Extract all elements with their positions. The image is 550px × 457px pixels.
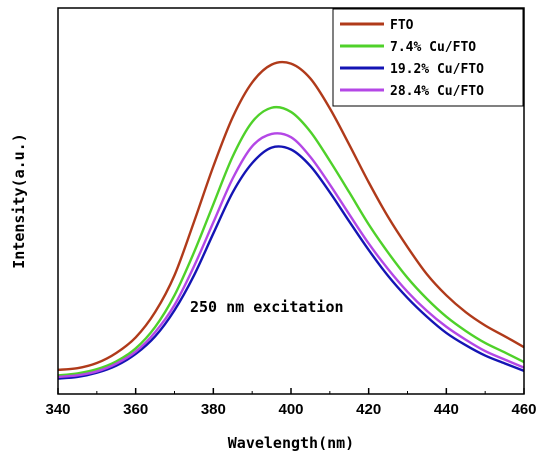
series-line-2 (57, 145, 525, 380)
x-axis-ticks: 340 360 380 400 420 440 460 (45, 388, 537, 418)
x-tick-label: 460 (511, 401, 536, 418)
series-line-1 (57, 105, 525, 377)
x-tick-label: 420 (356, 401, 381, 418)
x-tick-label: 400 (278, 401, 303, 418)
x-axis-title: Wavelength(nm) (228, 434, 354, 452)
legend-label-3: 28.4% Cu/FTO (390, 84, 484, 99)
series-line-3 (57, 132, 525, 379)
x-tick-label: 360 (123, 401, 148, 418)
x-tick-label: 380 (201, 401, 226, 418)
series-line-0 (57, 60, 525, 372)
legend-label-0: FTO (390, 18, 414, 33)
legend-label-2: 19.2% Cu/FTO (390, 62, 484, 77)
legend: FTO 7.4% Cu/FTO 19.2% Cu/FTO 28.4% Cu/FTO (332, 8, 524, 107)
legend-label-1: 7.4% Cu/FTO (390, 40, 476, 55)
plot-lines (57, 60, 525, 380)
chart-annotation: 250 nm excitation (190, 298, 344, 316)
x-tick-label: 440 (434, 401, 459, 418)
y-axis-title: Intensity(a.u.) (10, 133, 28, 268)
x-tick-label: 340 (45, 401, 70, 418)
